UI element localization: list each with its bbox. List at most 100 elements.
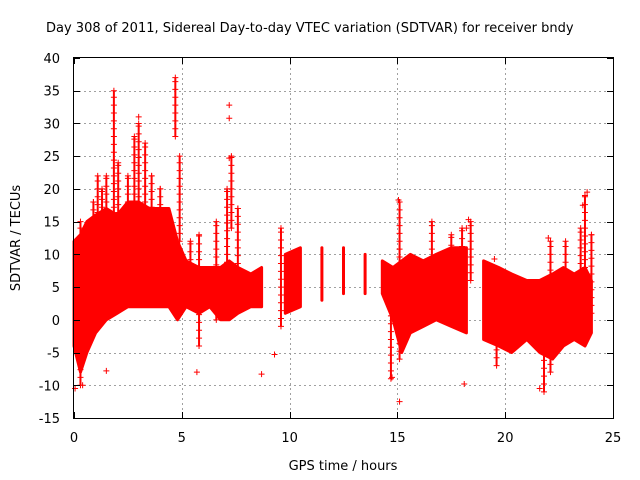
y-tick-label: -5 — [47, 347, 60, 362]
outlier-point — [72, 385, 79, 392]
data-point — [459, 251, 466, 258]
data-point — [115, 159, 122, 166]
data-layer — [72, 74, 595, 405]
data-point — [547, 329, 554, 336]
data-point — [224, 251, 231, 258]
data-point — [224, 227, 231, 234]
data-point — [99, 212, 106, 219]
data-point — [196, 288, 203, 295]
data-point — [277, 315, 284, 322]
data-point — [99, 267, 106, 274]
data-point — [547, 298, 554, 305]
data-point — [588, 239, 595, 246]
data-point — [77, 374, 84, 381]
data-point — [94, 233, 101, 240]
data-point — [541, 341, 548, 348]
data-point — [562, 290, 569, 297]
outlier-point — [579, 202, 586, 209]
outlier-point — [103, 367, 110, 374]
data-point — [94, 272, 101, 279]
data-point — [493, 346, 500, 353]
data-point — [124, 199, 131, 205]
outlier-point — [193, 369, 200, 376]
data-point — [577, 252, 584, 259]
x-tick-label: 0 — [70, 431, 78, 446]
data-point — [90, 206, 97, 213]
data-point — [176, 159, 183, 166]
data-point — [131, 151, 138, 158]
data-point — [99, 243, 106, 250]
data-point — [493, 290, 500, 297]
data-point — [448, 265, 455, 272]
data-point — [196, 335, 203, 342]
data-point — [224, 282, 231, 289]
data-point — [277, 307, 284, 314]
data-point — [448, 231, 455, 238]
data-point — [131, 222, 138, 229]
data-point — [90, 230, 97, 237]
data-point — [396, 206, 403, 213]
data-point — [77, 319, 84, 326]
data-point — [541, 310, 548, 317]
data-point — [187, 280, 194, 287]
data-point — [94, 264, 101, 271]
data-point — [387, 360, 394, 367]
y-tick-label: -10 — [39, 379, 60, 394]
data-point — [176, 214, 183, 221]
data-point — [224, 204, 231, 211]
data-point — [448, 281, 455, 288]
data-point — [234, 205, 241, 212]
data-point — [157, 217, 164, 224]
data-point — [396, 277, 403, 284]
data-point — [77, 272, 84, 279]
data-point — [213, 246, 220, 253]
data-point — [99, 185, 106, 192]
data-point — [90, 253, 97, 260]
data-point — [396, 230, 403, 237]
data-point — [277, 252, 284, 259]
data-point — [562, 259, 569, 266]
data-point — [157, 193, 164, 200]
data-point — [176, 183, 183, 190]
data-point — [172, 86, 179, 93]
data-point — [142, 206, 149, 213]
data-point — [196, 264, 203, 271]
data-point — [459, 290, 466, 297]
data-point — [94, 201, 101, 208]
data-point — [176, 167, 183, 174]
data-point — [459, 267, 466, 274]
data-point — [131, 214, 138, 221]
data-point — [448, 242, 455, 249]
data-point — [135, 225, 142, 232]
data-point — [135, 217, 142, 224]
y-tick-label: 10 — [43, 248, 60, 263]
data-point — [157, 256, 164, 263]
data-point — [135, 162, 142, 169]
data-point — [90, 238, 97, 245]
y-tick-label: 20 — [43, 183, 60, 198]
data-point — [110, 251, 117, 258]
data-point — [135, 185, 142, 192]
data-point — [467, 238, 474, 245]
data-point — [94, 303, 101, 310]
data-point — [213, 285, 220, 292]
data-point — [581, 209, 588, 216]
data-point — [131, 159, 138, 166]
data-point — [396, 285, 403, 292]
data-point — [234, 284, 241, 291]
x-tick-label: 5 — [178, 431, 186, 446]
data-point — [224, 212, 231, 219]
data-point — [172, 94, 179, 101]
data-point — [90, 222, 97, 229]
y-tick-label: 0 — [52, 314, 60, 329]
data-point — [77, 303, 84, 310]
data-point — [547, 290, 554, 297]
data-point — [110, 94, 117, 101]
data-point — [99, 235, 106, 242]
data-point — [103, 269, 110, 276]
data-point — [110, 212, 117, 219]
data-point — [103, 222, 110, 229]
data-point — [103, 246, 110, 253]
data-point — [176, 191, 183, 198]
data-point — [387, 375, 394, 382]
